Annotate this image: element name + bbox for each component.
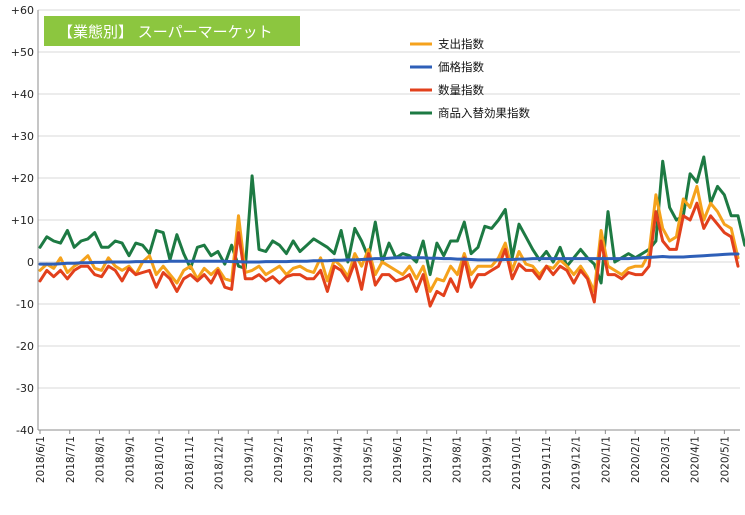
x-tick-label: 2019/7/1 [422,436,434,483]
x-tick-label: 2019/8/1 [452,436,464,483]
x-tick-label: 2018/6/1 [35,436,47,483]
y-tick-label: 0 [27,256,34,269]
x-tick-label: 2019/5/1 [362,436,374,483]
x-tick-label: 2018/10/1 [154,436,166,490]
x-tick-label: 2018/11/1 [184,436,196,490]
y-tick-label: +20 [11,172,34,185]
title-text: 【業態別】 スーパーマーケット [58,23,273,41]
chart-title: 【業態別】 スーパーマーケット [44,16,300,46]
x-tick-label: 2018/12/1 [214,436,226,490]
series-line [38,201,740,308]
series-line [38,252,740,266]
x-tick-label: 2020/4/1 [690,436,702,483]
x-tick-label: 2018/9/1 [124,436,136,483]
gridlines [38,9,740,431]
y-tick-label: +30 [11,130,34,143]
series-line [38,184,740,293]
x-tick-label: 2019/11/1 [541,436,553,490]
y-tick-label: -20 [16,340,34,353]
y-tick-label: -30 [16,382,34,395]
y-tick-label: +50 [11,46,34,59]
x-tick-label: 2019/4/1 [333,436,345,483]
y-tick-label: -40 [16,424,34,437]
title-box [44,16,300,46]
series-lines [38,155,745,308]
y-tick-label: +10 [11,214,34,227]
x-tick-label: 2020/2/1 [630,436,642,483]
legend-label: 数量指数 [438,83,484,97]
y-tick-label: +60 [11,4,34,17]
x-tick-label: 2019/2/1 [273,436,285,483]
x-tick-label: 2018/8/1 [95,436,107,483]
x-tick-label: 2018/7/1 [65,436,77,483]
x-tick-label: 2020/5/1 [719,436,731,483]
x-tick-label: 2019/9/1 [481,436,493,483]
x-tick-label: 2019/3/1 [303,436,315,483]
x-tick-label: 2019/6/1 [392,436,404,483]
x-tick-label: 2019/10/1 [511,436,523,490]
legend-label: 支出指数 [438,37,484,51]
legend-label: 価格指数 [438,60,484,74]
x-tick-label: 2019/12/1 [571,436,583,490]
legend-label: 商品入替効果指数 [438,106,530,120]
y-tick-label: -10 [16,298,34,311]
y-tick-label: +40 [11,88,34,101]
series-line [38,155,745,285]
x-tick-label: 2020/3/1 [660,436,672,483]
x-tick-label: 2019/1/1 [243,436,255,483]
x-tick-label: 2020/1/1 [600,436,612,483]
